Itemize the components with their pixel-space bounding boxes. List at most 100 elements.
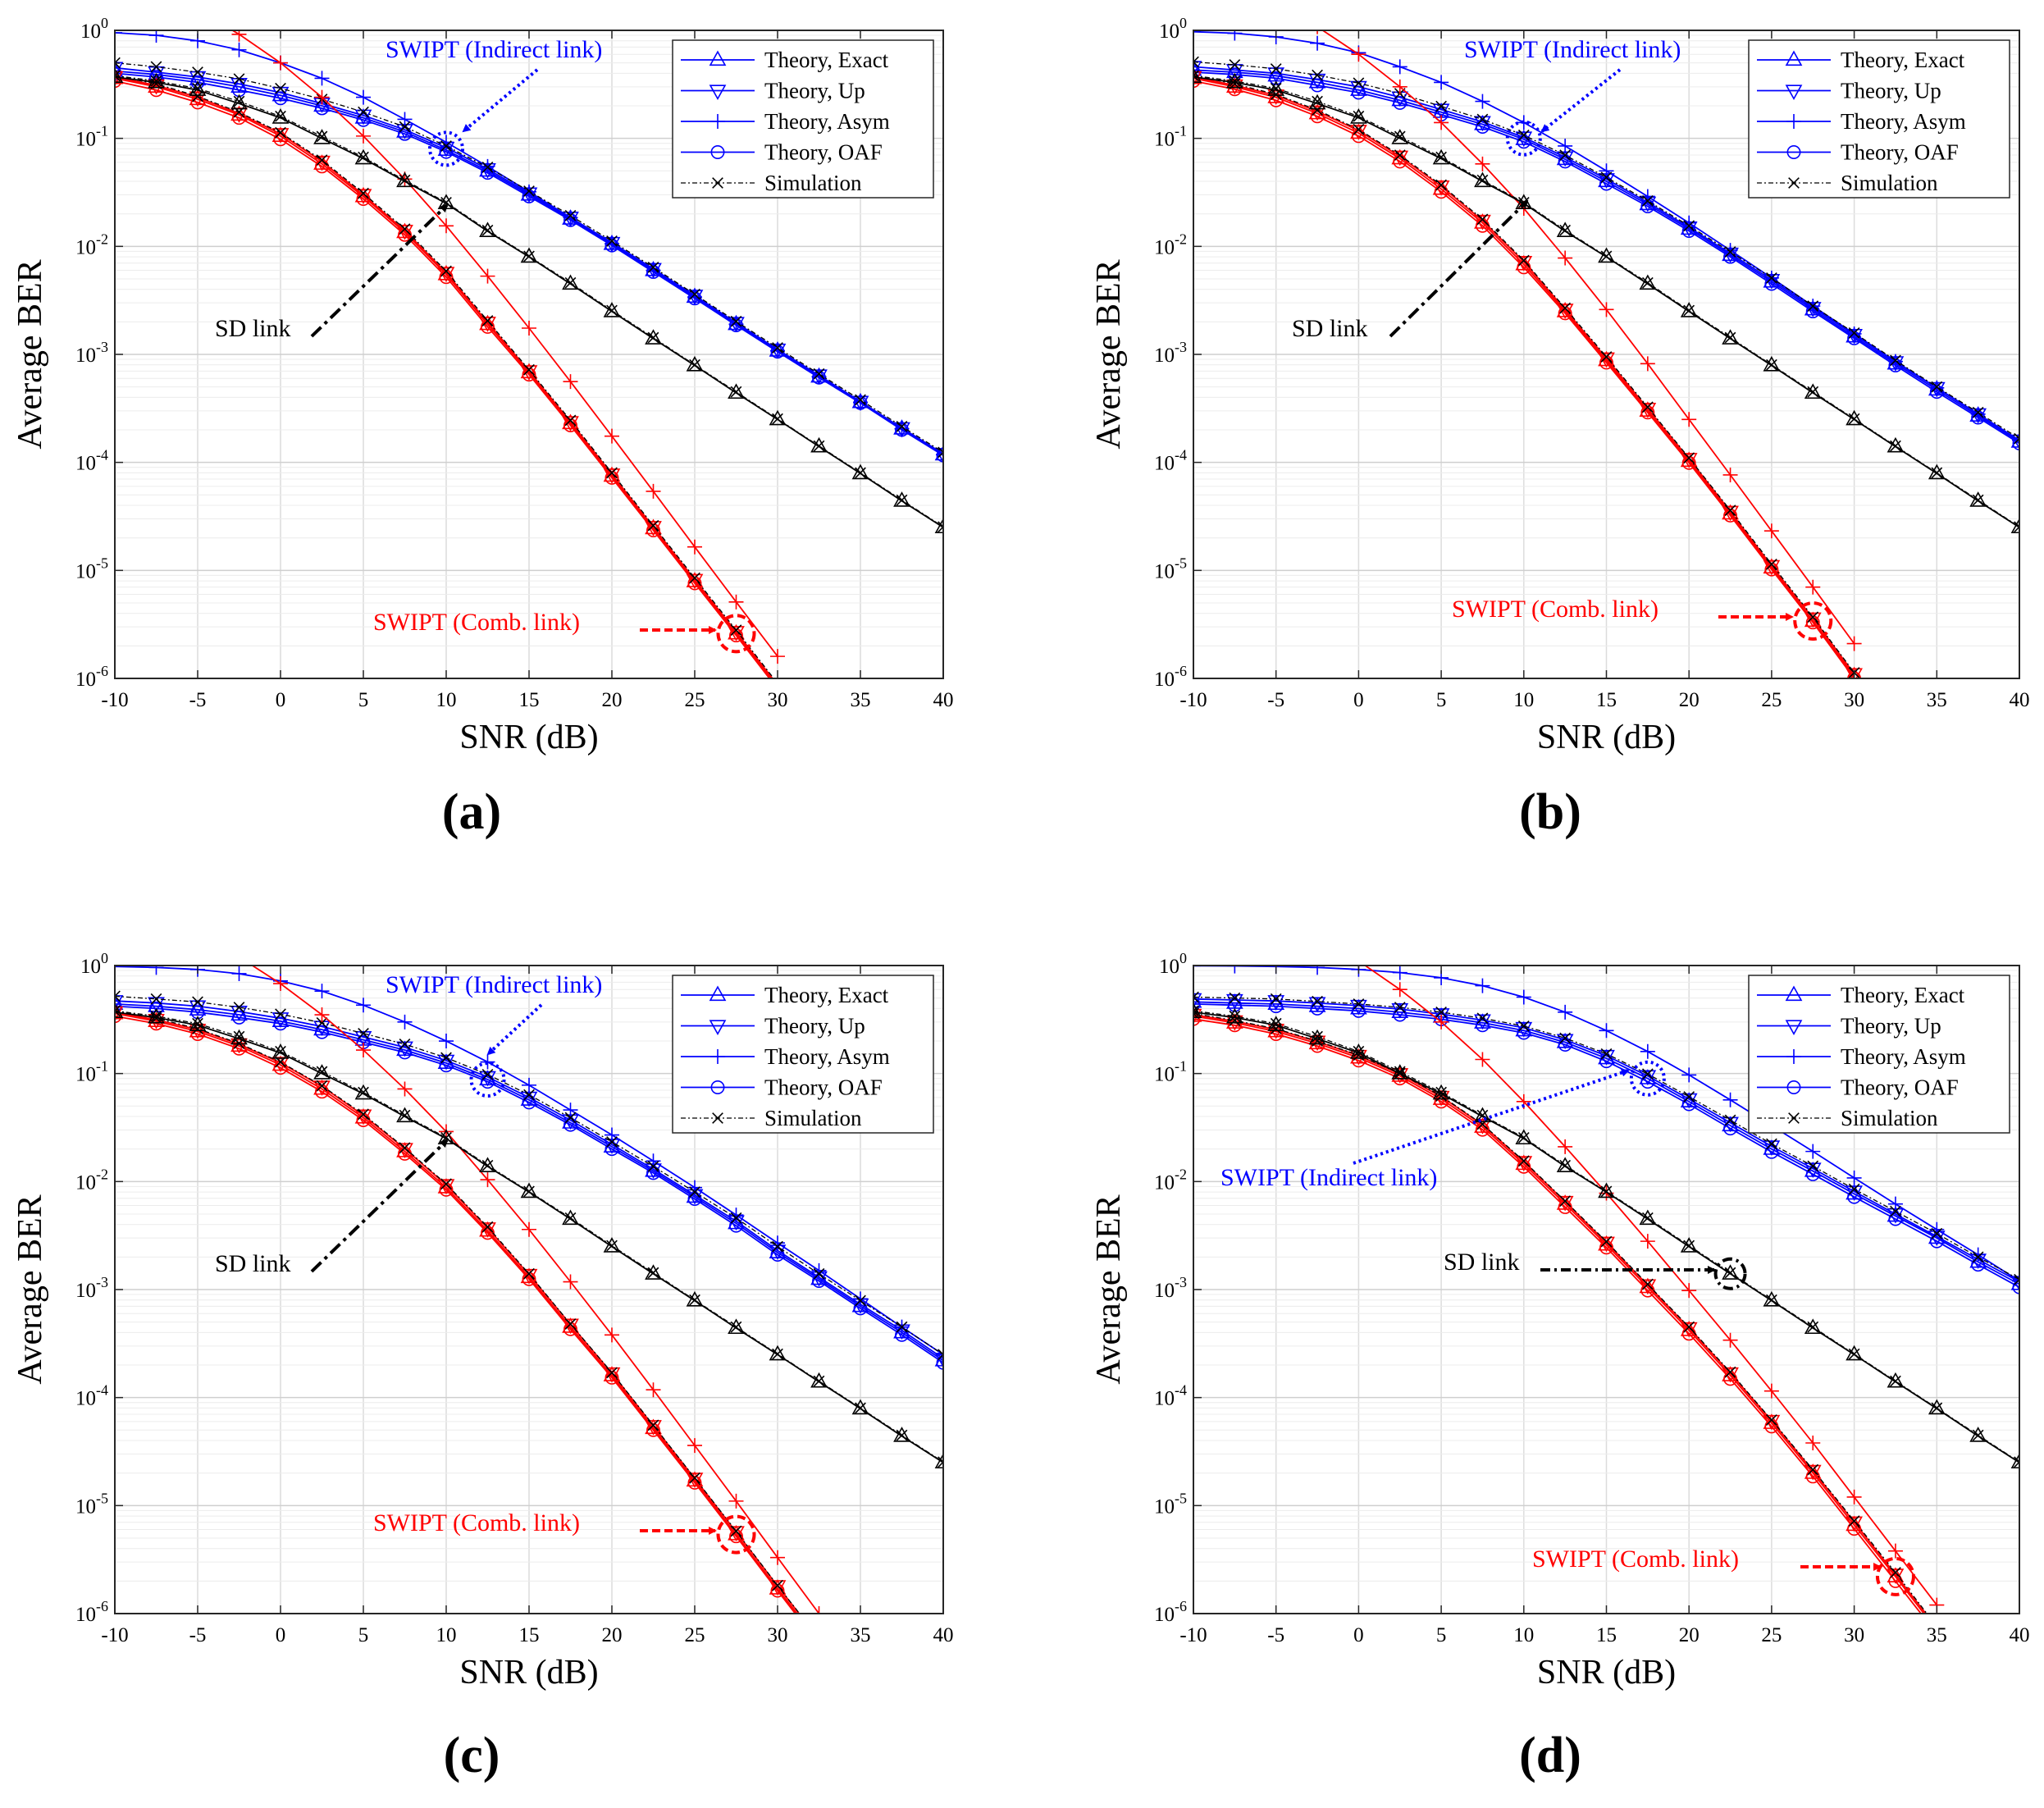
marker-x [1600,250,1613,263]
marker-triangle-up [603,466,621,482]
legend-label: Simulation [764,171,862,195]
marker-plus [1599,163,1614,179]
comb-sim-markers [115,1005,824,1644]
marker-triangle-up [1722,1366,1739,1381]
marker-triangle-up [1556,1032,1574,1048]
marker-x [1641,1278,1654,1290]
annotation-comb: SWIPT (Comb. link) [373,1509,580,1536]
marker-triangle-up [1308,1029,1326,1045]
marker-triangle-up [1598,247,1615,263]
sd-exact-markers [115,67,943,534]
marker-plus [770,649,785,664]
marker-x [1807,300,1819,312]
marker-x [814,1633,824,1644]
marker-triangle-up [1391,129,1409,144]
marker-x [647,1267,659,1279]
marker-triangle-up [437,1178,455,1194]
y-tick-label: 10-3 [1154,1274,1187,1302]
marker-x [896,494,908,506]
marker-plus [1434,1014,1449,1030]
x-tick-label: 15 [1596,1624,1617,1646]
marker-x [440,1178,452,1190]
marker-x [1559,1195,1572,1207]
marker-x [1724,246,1736,258]
marker-x [1766,558,1777,570]
marker-x [813,1267,825,1280]
marker-triangle-up [1722,504,1739,520]
marker-x [2014,521,2019,533]
marker-x [233,73,245,85]
comb-exact-markers [115,68,778,678]
y-tick-label: 10-5 [1154,555,1187,582]
marker-triangle-up [1846,1515,1863,1532]
marker-x [1476,1012,1489,1025]
x-tick-label: 10 [436,689,457,711]
marker-plus [273,976,288,992]
marker-triangle-up [1680,219,1698,235]
marker-triangle-up [934,1453,943,1469]
marker-x [730,1321,742,1333]
marker-triangle-up [1680,1237,1698,1253]
annotation-circle-indirect [1505,120,1542,157]
marker-triangle-up [1308,72,1326,89]
marker-x [1848,413,1860,425]
marker-plus [1475,978,1490,993]
y-tick-label: 10-3 [75,1274,108,1302]
marker-triangle-up [115,994,124,1011]
marker-x [1312,69,1323,81]
marker-x [233,95,245,107]
marker-x [358,151,369,163]
marker-triangle-up [1515,130,1533,145]
sd-sim-markers [1193,1005,2019,1468]
marker-x [1353,77,1365,89]
y-tick-label: 10-6 [75,1598,108,1626]
indirect-exact-line [115,1003,943,1362]
x-tick-label: -10 [101,689,128,711]
marker-triangle-up [1515,254,1533,271]
annotation-arrow-sd [310,1139,449,1273]
x-tick-label: 0 [1353,689,1364,711]
marker-x [1394,149,1406,161]
marker-x [730,1212,742,1224]
marker-triangle-up [1308,94,1326,110]
marker-x [440,265,452,277]
marker-x [523,1089,535,1101]
y-tick-label: 10-5 [1154,1490,1187,1518]
y-tick-label: 10-1 [75,1058,108,1086]
x-tick-label: -5 [1267,1624,1284,1646]
marker-x [1848,1183,1860,1195]
marker-plus [710,1049,725,1064]
marker-plus [1722,1332,1738,1348]
marker-triangle-up [1680,451,1698,468]
marker-triangle-up [230,1005,248,1021]
marker-plus [563,374,578,390]
marker-x [192,90,203,103]
marker-triangle-up [271,85,290,102]
marker-x [440,1052,452,1064]
annotation-arrow-indirect [1540,68,1622,133]
marker-x [1766,1138,1777,1150]
x-axis-label: SNR (dB) [459,719,598,756]
marker-plus [1558,1004,1573,1020]
annotation-arrow-sd [310,203,449,338]
marker-plus [480,1172,495,1188]
indirect-sim-markers [115,990,943,1361]
marker-triangle-up [1763,1290,1781,1307]
marker-circle [2012,436,2019,450]
marker-triangle-up [115,1002,124,1018]
marker-triangle-up [709,50,727,66]
annotation-circle-sd [1713,1257,1747,1290]
marker-x [1229,1010,1241,1022]
marker-x [1270,993,1282,1005]
marker-plus [1227,30,1243,41]
marker-plus [563,1274,578,1290]
marker-x [1270,82,1282,94]
legend-label: Theory, Up [1841,79,1941,103]
marker-x [192,1017,203,1030]
marker-plus [1722,1092,1738,1107]
marker-plus [1516,989,1531,1005]
sd-exact-markers [1193,67,2019,534]
marker-plus [1186,883,1201,897]
comb-up-line [115,76,773,678]
x-tick-label: 20 [602,1624,623,1646]
